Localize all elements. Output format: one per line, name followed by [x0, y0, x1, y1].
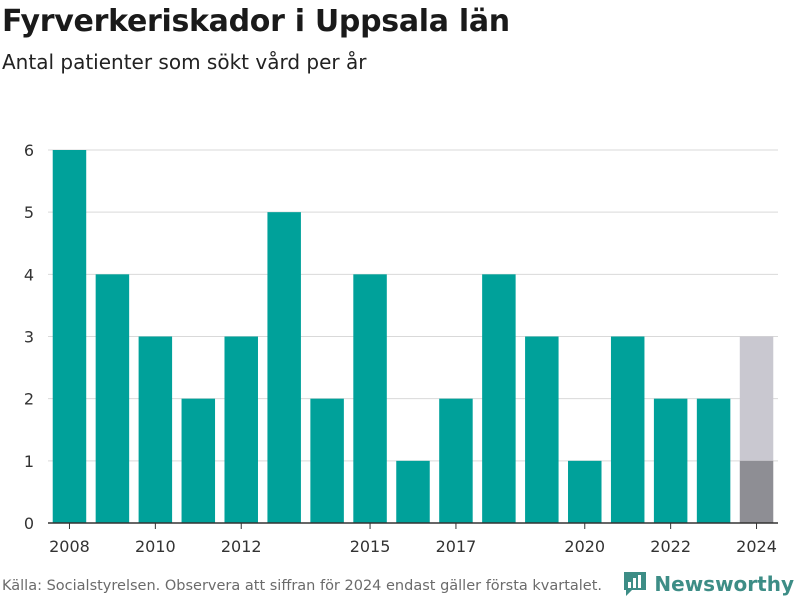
bar-2011 [181, 398, 216, 523]
x-tick-label: 2008 [49, 537, 90, 556]
bar-2016 [396, 460, 430, 523]
bar-partial-2024 [739, 460, 774, 523]
bar-2008 [52, 150, 87, 523]
x-tick-label: 2012 [221, 537, 262, 556]
chart-title: Fyrverkeriskador i Uppsala län [2, 4, 510, 39]
newsworthy-logo-icon [624, 572, 647, 596]
x-tick-label: 2010 [135, 537, 176, 556]
bar-2023 [696, 398, 731, 523]
chart-subtitle: Antal patienter som sökt vård per år [2, 50, 367, 74]
bar-2017 [439, 398, 473, 523]
bar-2015 [353, 274, 387, 523]
bar-2020 [568, 460, 602, 523]
y-tick-label: 3 [24, 328, 34, 347]
x-tick-label: 2020 [564, 537, 605, 556]
x-tick-label: 2017 [436, 537, 477, 556]
y-tick-label: 1 [24, 452, 34, 471]
y-tick-label: 6 [24, 141, 34, 160]
y-tick-label: 4 [24, 265, 34, 284]
bar-2012 [224, 336, 258, 523]
bar-2013 [267, 212, 301, 523]
brand-name: Newsworthy [654, 572, 794, 596]
y-tick-label: 2 [24, 390, 34, 409]
x-tick-label: 2015 [350, 537, 391, 556]
bar-2018 [482, 274, 516, 523]
source-note: Källa: Socialstyrelsen. Observera att si… [2, 578, 603, 594]
bar-2019 [525, 336, 559, 523]
brand-logo[interactable]: Newsworthy [622, 570, 794, 598]
x-tick-label: 2024 [736, 537, 777, 556]
bar-2021 [610, 336, 645, 523]
y-tick-label: 5 [24, 203, 34, 222]
bar-2022 [653, 398, 688, 523]
bar-2014 [310, 398, 344, 523]
bar-2009 [95, 274, 130, 523]
y-tick-label: 0 [24, 514, 34, 533]
x-tick-label: 2022 [650, 537, 691, 556]
bar-expected-2024 [739, 336, 774, 461]
bar-2010 [138, 336, 173, 523]
